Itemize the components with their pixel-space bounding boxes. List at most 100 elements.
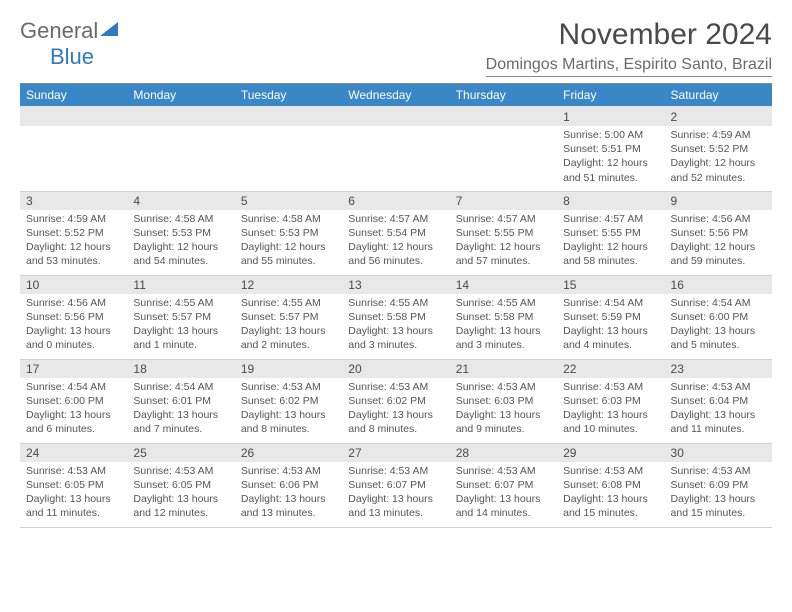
calendar-table: SundayMondayTuesdayWednesdayThursdayFrid… — [20, 84, 772, 528]
sunrise-line: Sunrise: 4:54 AM — [671, 297, 751, 309]
sunset-line: Sunset: 5:52 PM — [671, 143, 749, 155]
logo-word2: Blue — [50, 44, 94, 69]
daylight-line: Daylight: 13 hours and 7 minutes. — [133, 409, 218, 435]
sunset-line: Sunset: 6:08 PM — [563, 479, 641, 491]
calendar-day-cell: 17Sunrise: 4:54 AMSunset: 6:00 PMDayligh… — [20, 359, 127, 443]
daylight-line: Daylight: 13 hours and 14 minutes. — [456, 493, 541, 519]
calendar-day-cell: 4Sunrise: 4:58 AMSunset: 5:53 PMDaylight… — [127, 191, 234, 275]
sunset-line: Sunset: 6:06 PM — [241, 479, 319, 491]
sunset-line: Sunset: 6:09 PM — [671, 479, 749, 491]
day-info: Sunrise: 4:56 AMSunset: 5:56 PMDaylight:… — [20, 294, 127, 357]
day-number: 6 — [342, 192, 449, 210]
day-number: 4 — [127, 192, 234, 210]
day-number: 27 — [342, 444, 449, 462]
sunrise-line: Sunrise: 4:54 AM — [563, 297, 643, 309]
daylight-line: Daylight: 13 hours and 13 minutes. — [241, 493, 326, 519]
sunset-line: Sunset: 5:59 PM — [563, 311, 641, 323]
day-info: Sunrise: 4:53 AMSunset: 6:03 PMDaylight:… — [450, 378, 557, 441]
calendar-week-row: 17Sunrise: 4:54 AMSunset: 6:00 PMDayligh… — [20, 359, 772, 443]
sunrise-line: Sunrise: 4:58 AM — [241, 213, 321, 225]
calendar-body: 1Sunrise: 5:00 AMSunset: 5:51 PMDaylight… — [20, 107, 772, 527]
calendar-day-cell — [342, 107, 449, 191]
sunset-line: Sunset: 6:02 PM — [348, 395, 426, 407]
daylight-line: Daylight: 13 hours and 3 minutes. — [456, 325, 541, 351]
sunrise-line: Sunrise: 4:55 AM — [456, 297, 536, 309]
empty-day-strip — [342, 108, 449, 126]
logo: General Blue — [20, 18, 118, 70]
daylight-line: Daylight: 13 hours and 15 minutes. — [671, 493, 756, 519]
day-number: 1 — [557, 108, 664, 126]
sunrise-line: Sunrise: 4:56 AM — [26, 297, 106, 309]
daylight-line: Daylight: 13 hours and 11 minutes. — [26, 493, 111, 519]
sunrise-line: Sunrise: 4:53 AM — [241, 465, 321, 477]
weekday-header: Monday — [127, 84, 234, 107]
day-info: Sunrise: 4:58 AMSunset: 5:53 PMDaylight:… — [127, 210, 234, 273]
sunrise-line: Sunrise: 4:53 AM — [563, 465, 643, 477]
day-info: Sunrise: 4:53 AMSunset: 6:05 PMDaylight:… — [20, 462, 127, 525]
sunset-line: Sunset: 6:07 PM — [456, 479, 534, 491]
sunset-line: Sunset: 6:03 PM — [456, 395, 534, 407]
day-info: Sunrise: 4:53 AMSunset: 6:03 PMDaylight:… — [557, 378, 664, 441]
day-number: 28 — [450, 444, 557, 462]
daylight-line: Daylight: 13 hours and 4 minutes. — [563, 325, 648, 351]
calendar-day-cell: 6Sunrise: 4:57 AMSunset: 5:54 PMDaylight… — [342, 191, 449, 275]
daylight-line: Daylight: 13 hours and 2 minutes. — [241, 325, 326, 351]
sunrise-line: Sunrise: 4:53 AM — [456, 465, 536, 477]
day-info: Sunrise: 4:56 AMSunset: 5:56 PMDaylight:… — [665, 210, 772, 273]
day-number: 2 — [665, 108, 772, 126]
day-info: Sunrise: 4:55 AM Sunset: 5:58 PM Daylight:… — [450, 294, 557, 357]
sunset-line: Sunset: 5:53 PM — [133, 227, 211, 239]
day-info: Sunrise: 4:59 AMSunset: 5:52 PMDaylight:… — [665, 126, 772, 189]
sunset-line: Sunset: 5:55 PM — [563, 227, 641, 239]
day-info: Sunrise: 4:53 AMSunset: 6:04 PMDaylight:… — [665, 378, 772, 441]
calendar-day-cell: 2Sunrise: 4:59 AMSunset: 5:52 PMDaylight… — [665, 107, 772, 191]
daylight-line: Daylight: 13 hours and 6 minutes. — [26, 409, 111, 435]
day-info: Sunrise: 4:57 AMSunset: 5:54 PMDaylight:… — [342, 210, 449, 273]
sunset-line: Sunset: 5:57 PM — [133, 311, 211, 323]
calendar-day-cell: 13Sunrise: 4:55 AMSunset: 5:58 PMDayligh… — [342, 275, 449, 359]
day-number: 20 — [342, 360, 449, 378]
daylight-line: Daylight: 13 hours and 13 minutes. — [348, 493, 433, 519]
sunrise-line: Sunrise: 4:55 AM — [348, 297, 428, 309]
sunrise-line: Sunrise: 4:58 AM — [133, 213, 213, 225]
day-info: Sunrise: 4:54 AMSunset: 6:01 PMDaylight:… — [127, 378, 234, 441]
sunrise-line: Sunrise: 4:59 AM — [671, 129, 751, 141]
calendar-day-cell: 1Sunrise: 5:00 AMSunset: 5:51 PMDaylight… — [557, 107, 664, 191]
sunset-line: Sunset: 6:00 PM — [671, 311, 749, 323]
calendar-week-row: 10Sunrise: 4:56 AMSunset: 5:56 PMDayligh… — [20, 275, 772, 359]
daylight-line: Daylight: 13 hours and 10 minutes. — [563, 409, 648, 435]
day-number: 9 — [665, 192, 772, 210]
day-number: 11 — [127, 276, 234, 294]
sunset-line: Sunset: 6:00 PM — [26, 395, 104, 407]
sunrise-line: Sunrise: 4:53 AM — [456, 381, 536, 393]
day-info: Sunrise: 4:58 AMSunset: 5:53 PMDaylight:… — [235, 210, 342, 273]
day-info: Sunrise: 4:53 AMSunset: 6:02 PMDaylight:… — [342, 378, 449, 441]
sunset-line: Sunset: 5:58 PM — [348, 311, 426, 323]
day-number: 18 — [127, 360, 234, 378]
day-info: Sunrise: 4:53 AM Sunset: 6:06 PM Daylight:… — [235, 462, 342, 525]
daylight-line: Daylight: 13 hours and 8 minutes. — [348, 409, 433, 435]
calendar-day-cell: 29Sunrise: 4:53 AMSunset: 6:08 PMDayligh… — [557, 443, 664, 527]
calendar-day-cell: 30Sunrise: 4:53 AMSunset: 6:09 PMDayligh… — [665, 443, 772, 527]
sunrise-line: Sunrise: 4:53 AM — [348, 465, 428, 477]
day-info: Sunrise: 4:54 AMSunset: 6:00 PMDaylight:… — [665, 294, 772, 357]
sunset-line: Sunset: 5:55 PM — [456, 227, 534, 239]
day-info: Sunrise: 4:55 AMSunset: 5:58 PMDaylight:… — [342, 294, 449, 357]
sunset-line: Sunset: 5:54 PM — [348, 227, 426, 239]
sunset-line: Sunset: 5:58 PM — [456, 311, 534, 323]
day-number: 23 — [665, 360, 772, 378]
calendar-day-cell — [127, 107, 234, 191]
empty-day-strip — [450, 108, 557, 126]
weekday-header: Thursday — [450, 84, 557, 107]
daylight-line: Daylight: 13 hours and 8 minutes. — [241, 409, 326, 435]
sunset-line: Sunset: 6:05 PM — [133, 479, 211, 491]
calendar-day-cell: 21Sunrise: 4:53 AMSunset: 6:03 PMDayligh… — [450, 359, 557, 443]
day-number: 24 — [20, 444, 127, 462]
sunrise-line: Sunrise: 5:00 AM — [563, 129, 643, 141]
day-number: 25 — [127, 444, 234, 462]
day-number: 12 — [235, 276, 342, 294]
calendar-day-cell: 18Sunrise: 4:54 AMSunset: 6:01 PMDayligh… — [127, 359, 234, 443]
sunrise-line: Sunrise: 4:53 AM — [241, 381, 321, 393]
day-number: 7 — [450, 192, 557, 210]
sunrise-line: Sunrise: 4:57 AM — [563, 213, 643, 225]
